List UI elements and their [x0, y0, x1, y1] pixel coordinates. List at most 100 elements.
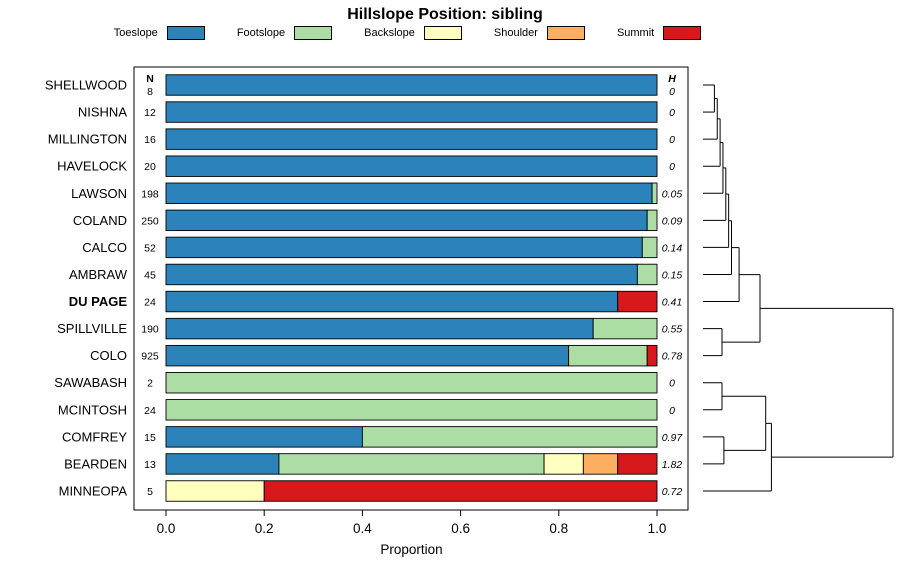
legend-label-summit: Summit: [616, 27, 655, 39]
h-value: 0.78: [662, 351, 683, 363]
x-tick-label: 1.0: [648, 521, 667, 536]
h-value: 0: [669, 107, 675, 119]
legend-label-shoulder: Shoulder: [493, 27, 538, 39]
bar-segment-toeslope: [165, 344, 570, 367]
n-value: 198: [141, 188, 159, 200]
summit-color-swatch: [663, 26, 702, 40]
row-label: COLO: [90, 348, 127, 363]
legend-item-summit: Summit: [616, 26, 702, 40]
row-label: SAWABASH: [54, 375, 127, 390]
bar-segment-toeslope: [165, 74, 658, 96]
n-value: 2: [147, 378, 153, 390]
n-value: 24: [144, 405, 156, 417]
x-tick-label: 0.6: [451, 521, 470, 536]
bar-segment-toeslope: [165, 128, 658, 150]
bar-segment-toeslope: [165, 209, 648, 232]
row-label: CALCO: [82, 240, 127, 255]
row-label: MINNEOPA: [59, 484, 128, 499]
bar-segment-footslope: [165, 372, 658, 394]
n-value: 52: [144, 242, 156, 254]
legend-item-footslope: Footslope: [236, 26, 333, 40]
h-value: 0.09: [662, 215, 683, 227]
n-value: 15: [144, 432, 156, 444]
n-value: 24: [144, 297, 156, 309]
bar-segment-toeslope: [165, 101, 658, 123]
bar-segment-summit: [263, 480, 658, 502]
row-label: DU PAGE: [69, 294, 128, 309]
row-label: LAWSON: [71, 186, 127, 201]
bar-segment-summit: [617, 290, 658, 313]
x-tick-label: 0.4: [353, 521, 372, 536]
backslope-color-swatch: [423, 26, 462, 40]
bar-segment-footslope: [592, 317, 658, 340]
bar-segment-footslope: [641, 236, 658, 259]
bar-segment-backslope: [165, 480, 265, 502]
toeslope-color-swatch: [166, 26, 205, 40]
bar-segment-toeslope: [165, 236, 643, 259]
h-value: 0: [669, 405, 675, 417]
row-label: COMFREY: [62, 429, 127, 444]
h-value: 0: [669, 86, 675, 98]
legend-label-toeslope: Toeslope: [113, 27, 158, 39]
n-value: 190: [141, 324, 159, 336]
row-label: MILLINGTON: [48, 132, 127, 147]
bar-segment-toeslope: [165, 317, 594, 340]
plot-border: [133, 66, 689, 511]
bar-segment-footslope: [636, 263, 658, 286]
h-value: 1.82: [662, 459, 683, 471]
legend: Toeslope Footslope Backslope Shoulder Su…: [0, 26, 815, 40]
row-label: AMBRAW: [69, 267, 128, 282]
row-label: HAVELOCK: [57, 159, 127, 174]
chart-title: Hillslope Position: sibling: [347, 6, 543, 23]
bar-segment-footslope: [651, 182, 658, 204]
bar-segment-toeslope: [165, 263, 638, 286]
bar-segment-toeslope: [165, 182, 653, 204]
h-column-header: H: [668, 73, 676, 85]
n-value: 16: [144, 134, 156, 146]
h-value: 0.97: [662, 432, 684, 444]
row-label: MCINTOSH: [58, 402, 127, 417]
row-label: NISHNA: [78, 105, 127, 120]
row-label: SHELLWOOD: [45, 78, 127, 93]
h-value: 0.41: [662, 297, 682, 309]
row-label: BEARDEN: [64, 456, 127, 471]
x-tick-label: 0.8: [549, 521, 568, 536]
x-tick-label: 0.0: [157, 521, 176, 536]
h-value: 0.05: [662, 188, 683, 200]
bar-segment-toeslope: [165, 290, 619, 313]
legend-item-toeslope: Toeslope: [114, 26, 205, 40]
row-label: SPILLVILLE: [57, 321, 127, 336]
x-axis-label: Proportion: [380, 542, 443, 557]
bar-segment-toeslope: [165, 426, 363, 448]
n-value: 20: [144, 161, 156, 173]
x-tick-label: 0.2: [255, 521, 274, 536]
bar-segment-summit: [617, 453, 658, 475]
bar-segment-toeslope: [165, 453, 280, 475]
h-value: 0.55: [662, 324, 683, 336]
bar-segment-footslope: [361, 426, 658, 448]
n-column-header: N: [146, 73, 154, 85]
n-value: 12: [144, 107, 156, 119]
row-label: COLAND: [73, 213, 127, 228]
bar-segment-footslope: [278, 453, 545, 475]
legend-label-backslope: Backslope: [364, 27, 415, 39]
h-value: 0: [669, 378, 675, 390]
h-value: 0.15: [662, 269, 683, 281]
n-value: 5: [147, 486, 153, 498]
h-value: 0: [669, 134, 675, 146]
n-value: 925: [141, 351, 159, 363]
bar-segment-footslope: [568, 344, 648, 367]
legend-item-shoulder: Shoulder: [494, 26, 585, 40]
n-value: 13: [144, 459, 156, 471]
h-value: 0.72: [662, 486, 683, 498]
h-value: 0.14: [662, 242, 683, 254]
legend-label-footslope: Footslope: [236, 27, 286, 39]
n-value: 45: [144, 269, 156, 281]
bar-segment-footslope: [646, 209, 658, 232]
shoulder-color-swatch: [546, 26, 585, 40]
bar-segment-backslope: [543, 453, 584, 475]
bar-segment-toeslope: [165, 155, 658, 177]
legend-item-backslope: Backslope: [364, 26, 462, 40]
